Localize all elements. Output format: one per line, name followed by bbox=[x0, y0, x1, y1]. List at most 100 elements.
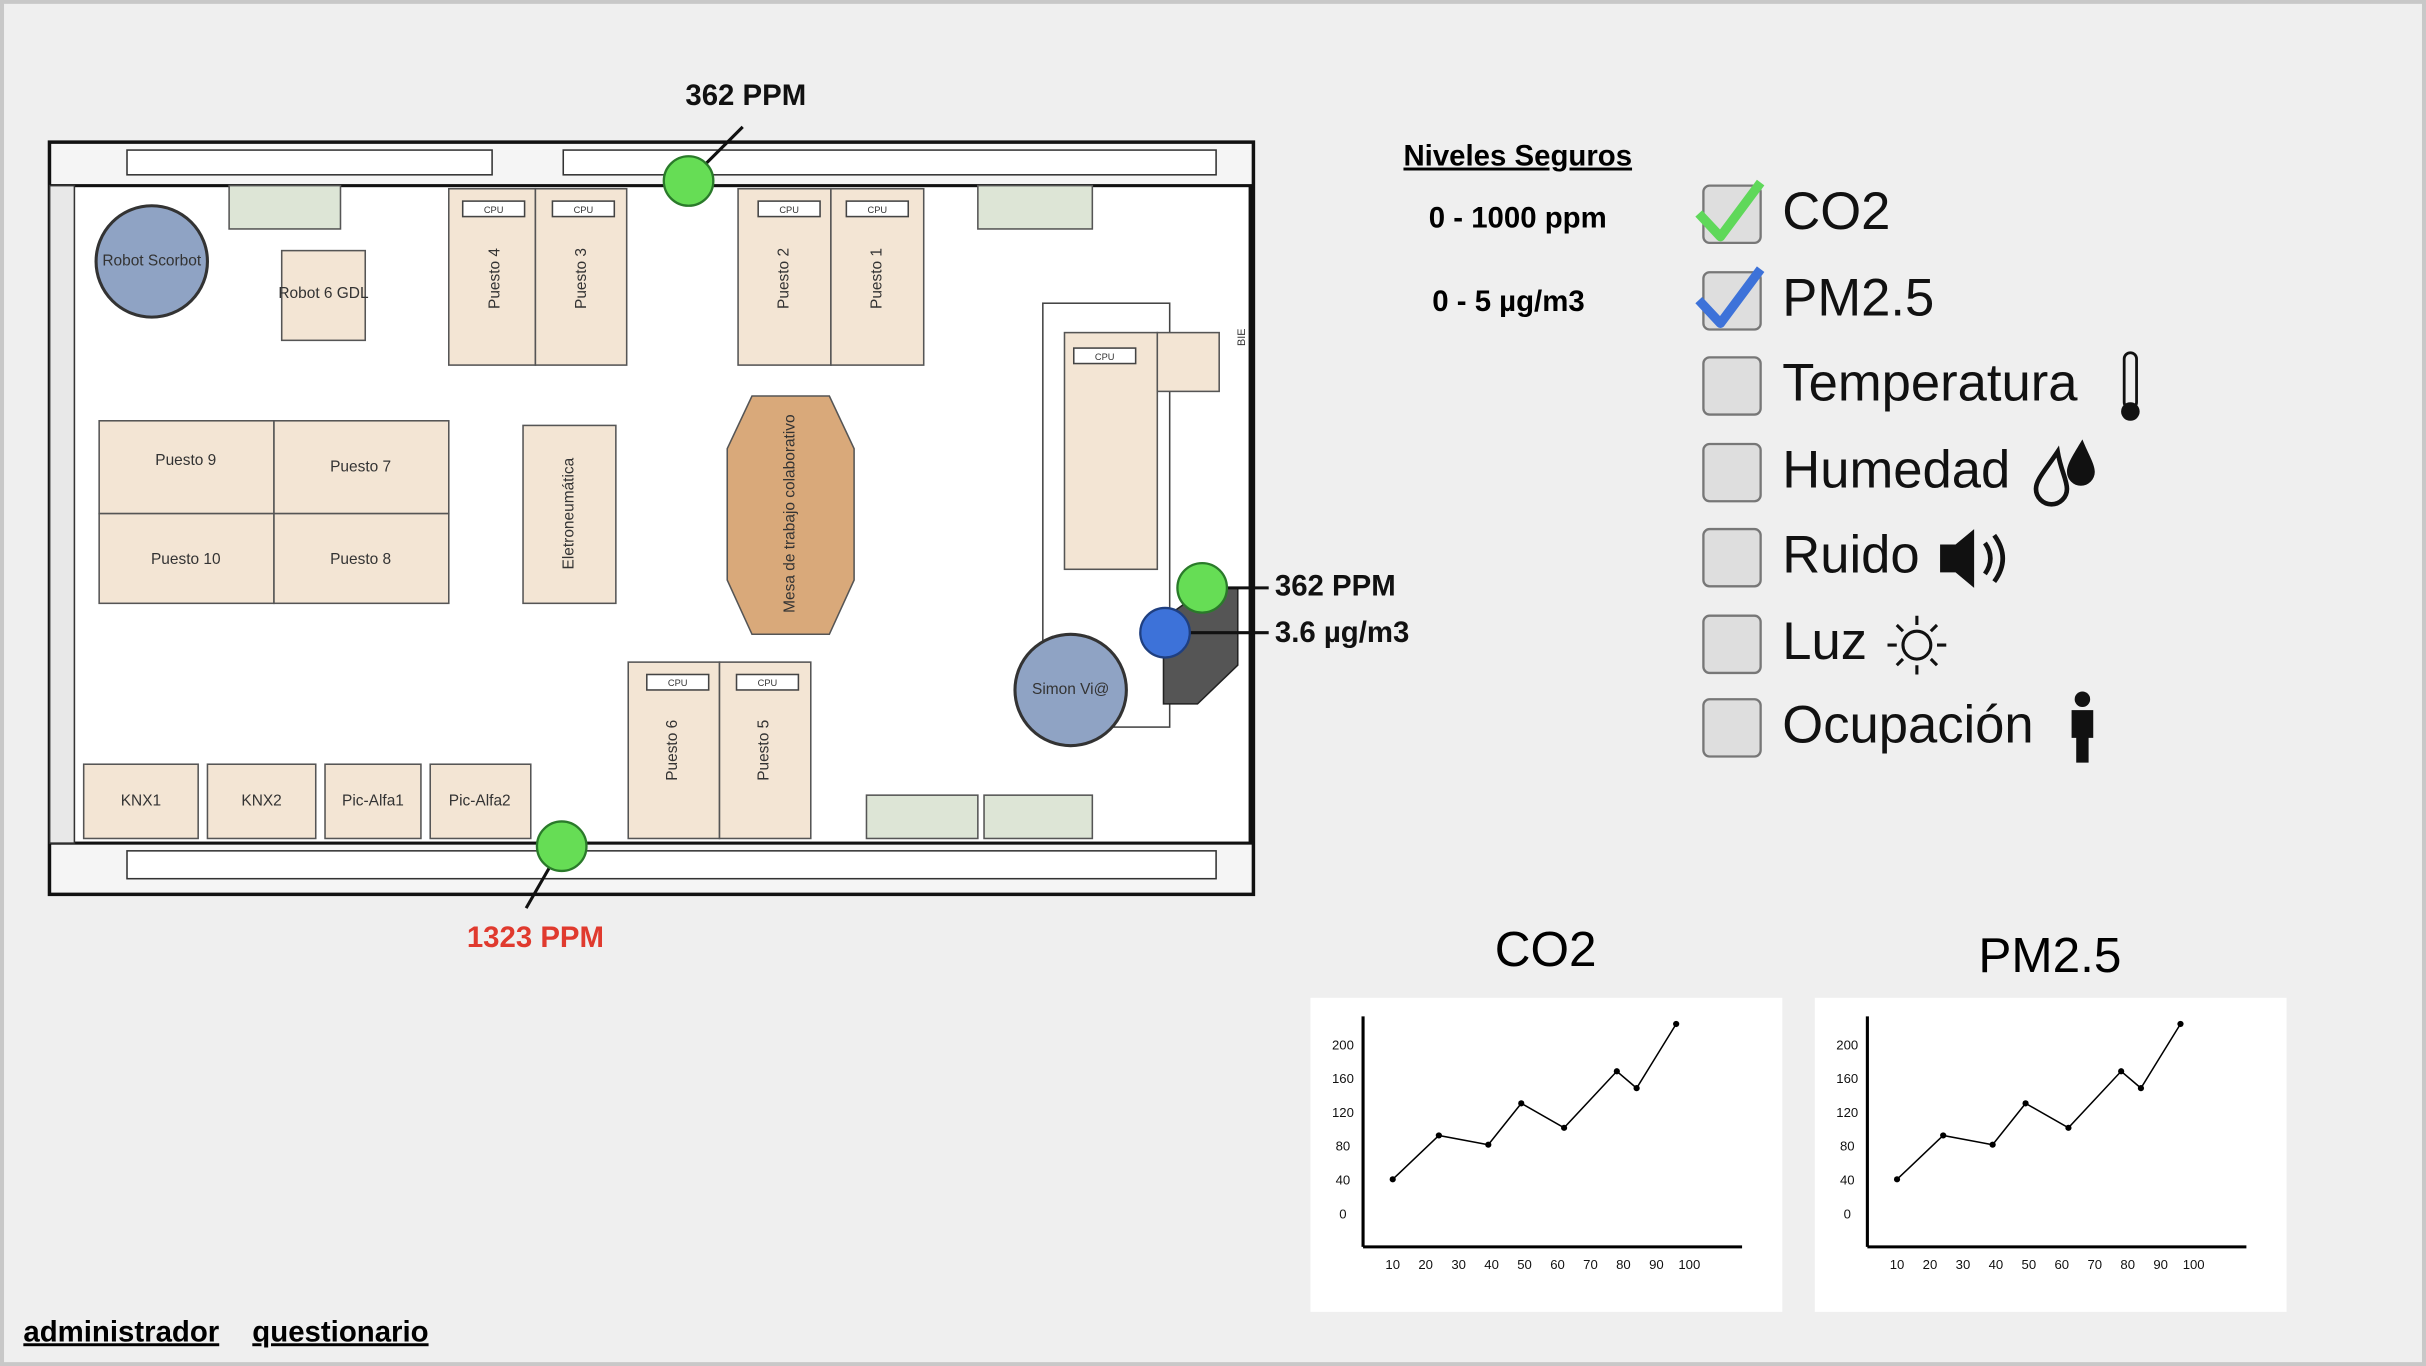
x-tick-label: 20 bbox=[1923, 1257, 1938, 1272]
options: CO2 PM2.5 Temperatura Humedad Ruido Luz Ocupac… bbox=[1695, 179, 2078, 758]
link[interactable]: questionario bbox=[252, 1315, 428, 1348]
point bbox=[1613, 1068, 1620, 1075]
y-tick-label: 80 bbox=[1336, 1139, 1351, 1154]
x-tick-label: 50 bbox=[1517, 1257, 1532, 1272]
option-label: Temperatura bbox=[1782, 354, 2078, 413]
point bbox=[1435, 1132, 1442, 1139]
checkmark bbox=[1695, 179, 1765, 242]
chart-panel bbox=[1814, 997, 2287, 1312]
reading: 1323 PPM bbox=[467, 921, 604, 954]
x-tick-label: 60 bbox=[2055, 1257, 2070, 1272]
y-tick-label: 200 bbox=[1332, 1037, 1354, 1052]
floor-label: KNX2 bbox=[241, 792, 281, 809]
x-tick-label: 80 bbox=[2120, 1257, 2135, 1272]
safe-range: 0 - 5 µg/m3 bbox=[1432, 285, 1584, 318]
chart-title: CO2 bbox=[1495, 922, 1597, 977]
floor-label: CPU bbox=[574, 205, 594, 215]
floor-label: BIE bbox=[1236, 329, 1248, 346]
floor-labels: Robot Scorbot Robot 6 GDL Puesto 4 Puest… bbox=[102, 205, 1248, 810]
point bbox=[1940, 1132, 1947, 1139]
y-tick-label: 120 bbox=[1332, 1105, 1354, 1120]
floor-label: CPU bbox=[868, 205, 888, 215]
chart-title: PM2.5 bbox=[1978, 928, 2121, 983]
floor-label: CPU bbox=[779, 205, 799, 215]
point bbox=[1389, 1176, 1396, 1183]
line bbox=[1896, 1023, 2182, 1180]
option-label: Humedad bbox=[1782, 440, 2010, 499]
reading: 362 PPM bbox=[685, 79, 806, 112]
point bbox=[2118, 1068, 2125, 1075]
y-tick-label: 0 bbox=[1844, 1206, 1851, 1221]
floor-label: CPU bbox=[484, 205, 504, 215]
x-tick-label: 90 bbox=[2153, 1257, 2168, 1272]
reading: 362 PPM bbox=[1275, 570, 1396, 603]
safe-levels: Niveles Seguros 0 - 1000 ppm 0 - 5 µg/m3 bbox=[1403, 140, 1632, 318]
point bbox=[2177, 1020, 2184, 1028]
floor-label: Puesto 5 bbox=[755, 720, 772, 781]
option-label: Luz bbox=[1782, 612, 1867, 671]
sensor-dot[interactable] bbox=[1176, 561, 1229, 614]
floor-label: Puesto 8 bbox=[330, 551, 391, 568]
sensor-dot[interactable] bbox=[662, 155, 715, 207]
point bbox=[1561, 1124, 1568, 1131]
point bbox=[1673, 1020, 1680, 1028]
y-tick-label: 200 bbox=[1836, 1037, 1858, 1052]
x-tick-label: 20 bbox=[1418, 1257, 1433, 1272]
floor-label: CPU bbox=[668, 678, 688, 688]
y-tick-label: 80 bbox=[1840, 1139, 1855, 1154]
safe-title: Niveles Seguros bbox=[1403, 140, 1632, 173]
floor-label: Eletroneumática bbox=[561, 457, 578, 569]
point bbox=[1518, 1100, 1525, 1107]
y-tick-label: 160 bbox=[1836, 1071, 1858, 1086]
floor-label: Pic-Alfa1 bbox=[342, 792, 404, 809]
line bbox=[1392, 1023, 1677, 1180]
x-tick-label: 90 bbox=[1649, 1257, 1664, 1272]
floor-label: Pic-Alfa2 bbox=[449, 792, 511, 809]
y-tick-label: 160 bbox=[1332, 1071, 1354, 1086]
floor-label: Puesto 6 bbox=[664, 720, 681, 781]
floor-label: KNX1 bbox=[121, 792, 161, 809]
x-tick-label: 10 bbox=[1385, 1257, 1400, 1272]
point bbox=[1893, 1176, 1901, 1183]
y-tick-label: 0 bbox=[1339, 1206, 1346, 1221]
x-tick-label: 70 bbox=[1583, 1257, 1598, 1272]
point bbox=[1989, 1141, 1996, 1148]
x-tick-label: 50 bbox=[2022, 1257, 2037, 1272]
point bbox=[2022, 1100, 2029, 1107]
checkbox[interactable] bbox=[1702, 442, 1762, 503]
x-tick-label: 30 bbox=[1956, 1257, 1971, 1272]
x-tick-label: 40 bbox=[1484, 1257, 1499, 1272]
checkbox[interactable] bbox=[1702, 698, 1762, 758]
x-tick-label: 100 bbox=[2183, 1257, 2205, 1272]
option-label: Ocupación bbox=[1782, 696, 2033, 755]
floor-label: Puesto 1 bbox=[868, 248, 885, 309]
x-tick-label: 40 bbox=[1989, 1257, 2004, 1272]
x-tick-label: 70 bbox=[2087, 1257, 2102, 1272]
floor-label: Puesto 4 bbox=[486, 248, 503, 309]
checkmark bbox=[1695, 266, 1765, 328]
y-tick-label: 40 bbox=[1336, 1172, 1351, 1187]
checkbox[interactable] bbox=[1702, 614, 1762, 675]
floor-label: Puesto 9 bbox=[155, 452, 216, 469]
floor-label: Puesto 7 bbox=[330, 458, 391, 475]
floor-label: Simon Vi@ bbox=[1032, 681, 1109, 698]
x-tick-label: 10 bbox=[1890, 1257, 1905, 1272]
floor-plan bbox=[47, 140, 1256, 897]
floor-label: Robot 6 GDL bbox=[278, 285, 369, 302]
floor-label: Puesto 2 bbox=[776, 248, 793, 309]
y-tick-label: 40 bbox=[1840, 1172, 1855, 1187]
sensor-dot[interactable] bbox=[1139, 606, 1191, 659]
x-tick-label: 100 bbox=[1678, 1257, 1700, 1272]
y-tick-label: 120 bbox=[1836, 1105, 1858, 1120]
sensor-dot[interactable] bbox=[535, 820, 588, 873]
x-tick-label: 30 bbox=[1451, 1257, 1466, 1272]
checkbox[interactable] bbox=[1702, 356, 1762, 416]
checkbox[interactable] bbox=[1702, 527, 1762, 588]
point bbox=[1633, 1085, 1640, 1092]
link[interactable]: administrador bbox=[23, 1315, 219, 1348]
reading: 3.6 µg/m3 bbox=[1275, 616, 1409, 649]
option-label: PM2.5 bbox=[1782, 269, 1934, 328]
floor-label: Mesa de trabajo colaborativo bbox=[782, 414, 799, 612]
